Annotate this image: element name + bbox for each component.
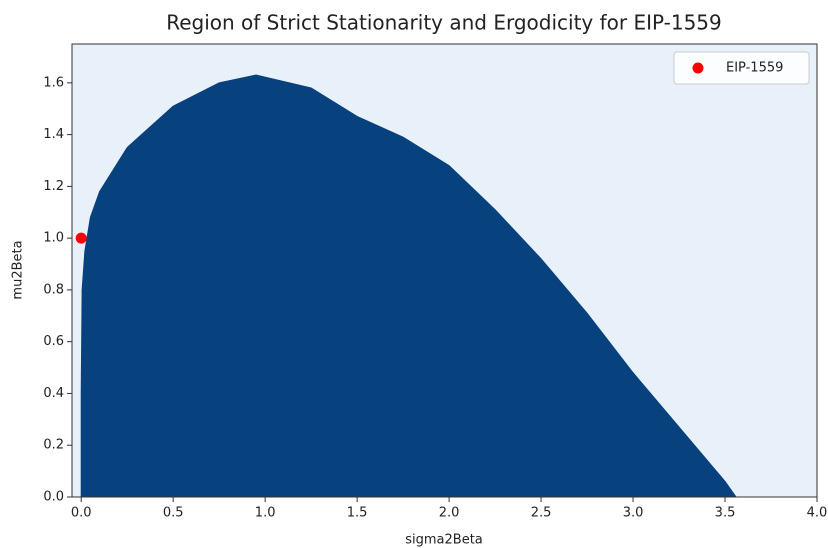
region-area	[80, 74, 738, 498]
y-tick-label: 0.2	[43, 438, 64, 453]
y-tick-label: 0.6	[43, 334, 64, 349]
x-tick-label: 2.0	[439, 506, 460, 521]
chart-title: Region of Strict Stationarity and Ergodi…	[166, 11, 722, 35]
legend-label: EIP-1559	[726, 61, 783, 76]
x-tick-label: 0.5	[163, 506, 184, 521]
x-tick-label: 0.0	[71, 506, 92, 521]
y-tick-label: 0.0	[43, 490, 64, 505]
y-tick-label: 1.4	[43, 127, 64, 142]
x-tick-label: 1.5	[347, 506, 368, 521]
plot-frame	[71, 43, 818, 498]
x-tick-label: 2.5	[531, 506, 552, 521]
y-tick-label: 1.2	[43, 179, 64, 194]
point	[75, 232, 87, 244]
x-axis-label: sigma2Beta	[405, 533, 483, 548]
y-axis-label: mu2Beta	[11, 240, 26, 299]
x-tick-label: 4.0	[807, 506, 828, 521]
y-tick-label: 1.0	[43, 231, 64, 246]
legend-marker	[692, 62, 704, 74]
x-tick-label: 1.0	[255, 506, 276, 521]
y-tick-label: 0.4	[43, 386, 64, 401]
y-tick-label: 1.6	[43, 75, 64, 90]
y-tick-label: 0.8	[43, 282, 64, 297]
legend-box	[673, 51, 810, 85]
x-tick-label: 3.0	[623, 506, 644, 521]
x-tick-label: 3.5	[715, 506, 736, 521]
